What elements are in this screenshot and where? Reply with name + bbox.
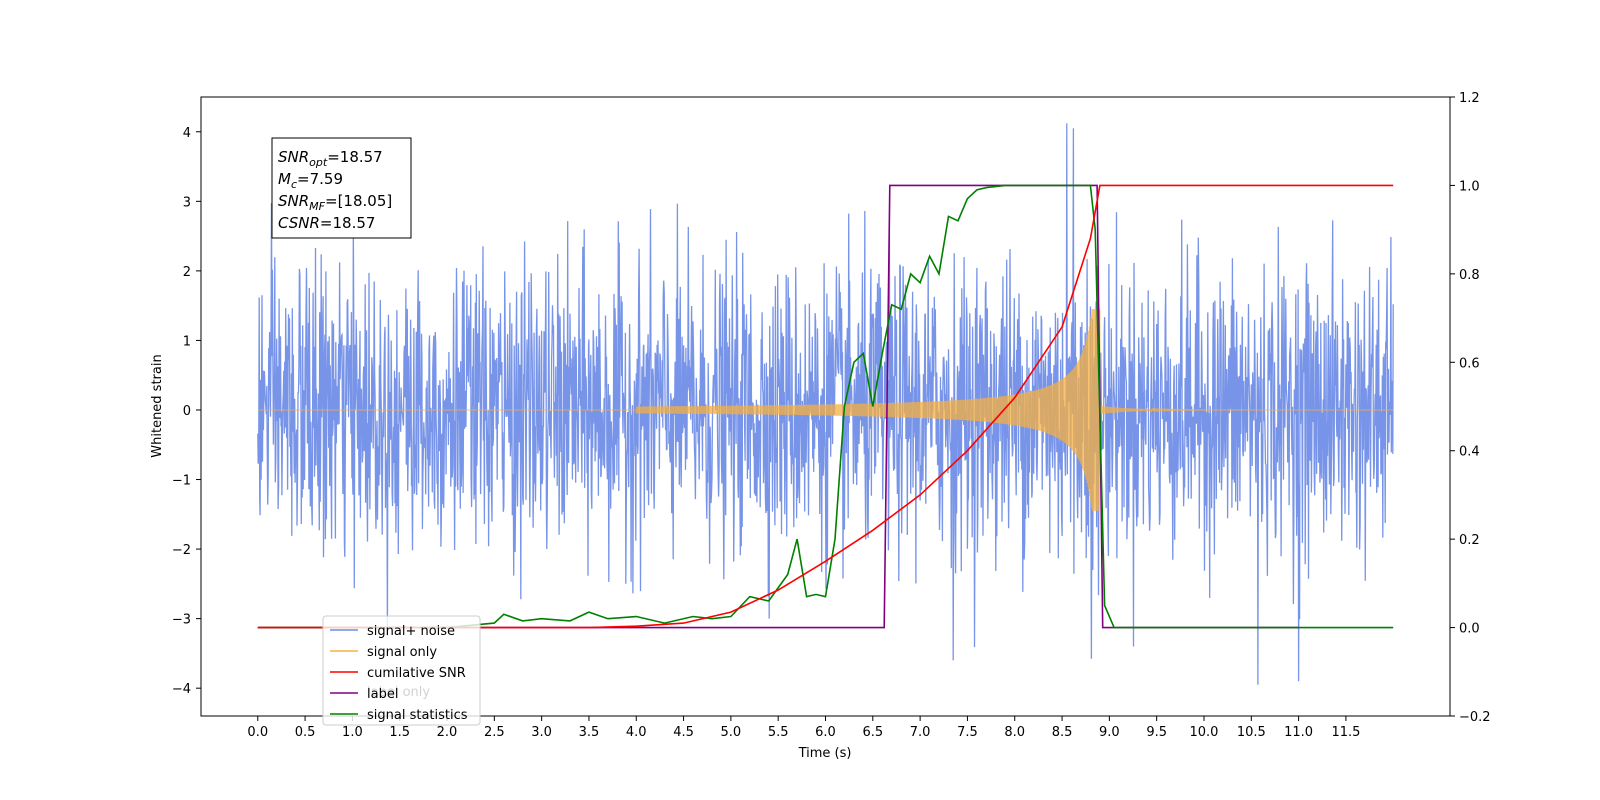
y2-tick-label: 1.2 bbox=[1459, 91, 1480, 106]
x-tick-label: 7.0 bbox=[910, 725, 931, 740]
x-axis-label: Time (s) bbox=[798, 746, 852, 761]
legend-label: signal only bbox=[367, 645, 437, 660]
y2-tick-label: 0.6 bbox=[1459, 356, 1480, 371]
legend-label: signal+ noise bbox=[367, 624, 455, 639]
y-axis-label: Whitened strain bbox=[150, 354, 165, 457]
y-tick-label: 2 bbox=[183, 265, 191, 280]
legend-label: label bbox=[367, 687, 398, 702]
y2-tick-label: 0.2 bbox=[1459, 533, 1480, 548]
legend: label only signal+ noise signal only cumil… bbox=[322, 615, 481, 726]
series-signal-noise bbox=[257, 123, 1394, 685]
legend-label: signal statistics bbox=[367, 708, 468, 723]
y2-tick-label: 1.0 bbox=[1459, 179, 1480, 194]
x-tick-label: 0.0 bbox=[247, 725, 268, 740]
series-signal-statistics bbox=[257, 184, 1394, 629]
annotation-line: SNRMF=[18.05] bbox=[278, 192, 392, 213]
x-tick-label: 6.0 bbox=[815, 725, 836, 740]
x-tick-label: 4.0 bbox=[626, 725, 647, 740]
x-tick-label: 2.5 bbox=[484, 725, 505, 740]
x-tick-label: 10.5 bbox=[1237, 725, 1266, 740]
x-tick-label: 9.0 bbox=[1099, 725, 1120, 740]
y2-tick-label: 0.8 bbox=[1459, 268, 1480, 283]
y2-tick-label: −0.2 bbox=[1459, 710, 1491, 725]
y-tick-label: −4 bbox=[172, 682, 191, 697]
x-tick-label: 1.0 bbox=[342, 725, 363, 740]
y-tick-label: −1 bbox=[172, 474, 191, 489]
y-tick-label: 3 bbox=[183, 195, 191, 210]
y2-tick-label: 0.4 bbox=[1459, 445, 1480, 460]
annotation-line: SNRopt=18.57 bbox=[278, 148, 383, 169]
x-tick-label: 11.0 bbox=[1284, 725, 1313, 740]
x-tick-label: 5.5 bbox=[768, 725, 789, 740]
legend-ghost-text: label only bbox=[367, 685, 430, 700]
x-tick-label: 3.0 bbox=[531, 725, 552, 740]
series-signal-only bbox=[257, 309, 1394, 511]
legend-label: cumilative SNR bbox=[367, 666, 466, 681]
annotation-line: CSNR=18.57 bbox=[278, 214, 375, 232]
series-cumulative-snr bbox=[257, 184, 1394, 629]
x-tick-label: 2.0 bbox=[437, 725, 458, 740]
y-tick-label: −2 bbox=[172, 543, 191, 558]
x-tick-label: 8.0 bbox=[1004, 725, 1025, 740]
x-tick-label: 4.5 bbox=[673, 725, 694, 740]
x-tick-label: 10.0 bbox=[1190, 725, 1219, 740]
x-tick-label: 11.5 bbox=[1331, 725, 1360, 740]
y-tick-label: 1 bbox=[183, 334, 191, 349]
annotation-line: Mc=7.59 bbox=[278, 170, 343, 191]
y-tick-label: 0 bbox=[183, 404, 191, 419]
x-tick-label: 0.5 bbox=[295, 725, 316, 740]
x-tick-label: 1.5 bbox=[389, 725, 410, 740]
annotation-box: SNRopt=18.57Mc=7.59SNRMF=[18.05]CSNR=18.… bbox=[271, 137, 412, 239]
x-tick-label: 9.5 bbox=[1146, 725, 1167, 740]
x-tick-label: 6.5 bbox=[862, 725, 883, 740]
x-tick-label: 5.0 bbox=[721, 725, 742, 740]
y-tick-label: 4 bbox=[183, 126, 191, 141]
y-tick-label: −3 bbox=[172, 613, 191, 628]
x-tick-label: 7.5 bbox=[957, 725, 978, 740]
y2-tick-label: 0.0 bbox=[1459, 622, 1480, 637]
x-tick-label: 3.5 bbox=[579, 725, 600, 740]
x-tick-label: 8.5 bbox=[1052, 725, 1073, 740]
